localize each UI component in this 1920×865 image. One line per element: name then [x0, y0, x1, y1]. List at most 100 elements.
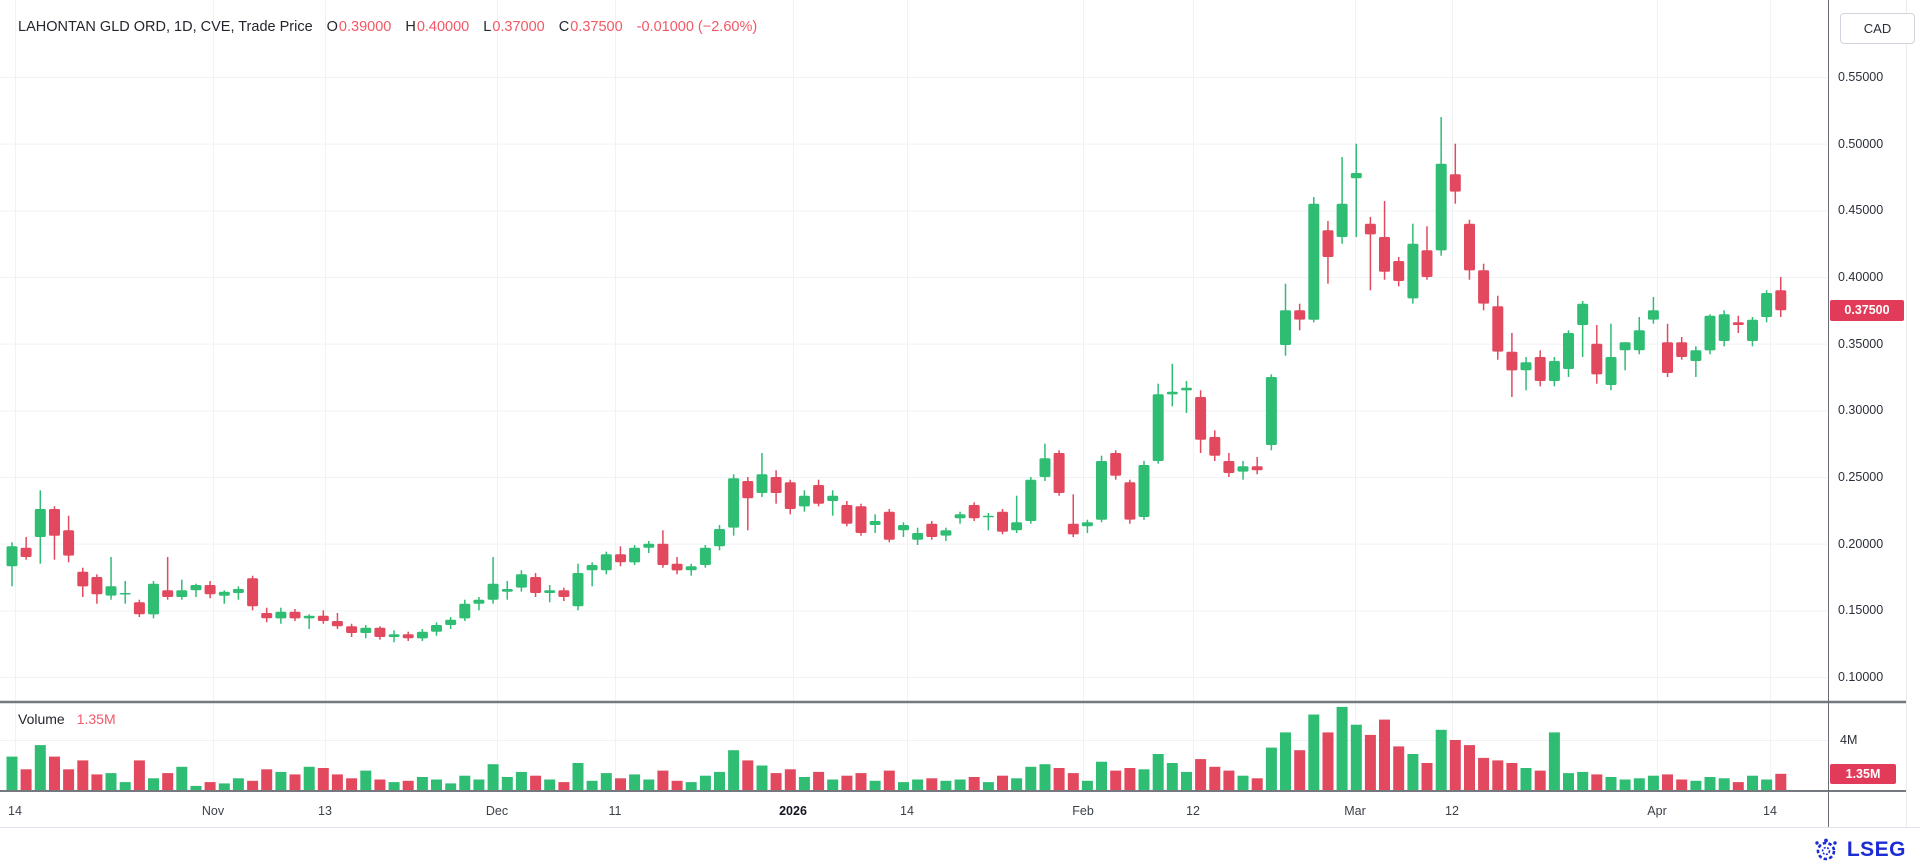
candle-body — [190, 585, 202, 591]
candle-body — [388, 634, 400, 637]
candle-body — [459, 603, 471, 619]
volume-bar — [1506, 763, 1518, 791]
volume-bar — [232, 778, 244, 792]
volume-bar — [530, 775, 542, 791]
volume-bar — [247, 780, 259, 791]
candle-body — [63, 530, 75, 556]
candle-body — [303, 615, 315, 619]
candle-body — [1308, 203, 1320, 320]
volume-bar — [1662, 774, 1673, 791]
candle-body — [1336, 203, 1348, 237]
candle-body — [883, 511, 895, 540]
volume-bar — [1718, 778, 1730, 792]
time-tick-label: Feb — [1072, 804, 1094, 818]
candle-body — [784, 482, 796, 509]
volume-bar — [1393, 746, 1405, 791]
candle-body — [119, 593, 131, 595]
time-tick-label: Dec — [485, 804, 509, 818]
volume-bar — [558, 782, 570, 791]
time-tick-label: 14 — [8, 804, 22, 818]
volume-bar — [49, 756, 60, 791]
volume-bar — [1294, 750, 1306, 791]
candle-body — [1280, 310, 1291, 345]
candle-body — [1577, 303, 1589, 325]
candle-body — [756, 474, 768, 493]
candle-body — [487, 583, 499, 600]
candle-body — [954, 514, 966, 519]
volume-bar — [997, 775, 1008, 791]
volume-bar — [657, 770, 669, 791]
volume-bar — [1633, 778, 1645, 792]
candle-body — [416, 631, 428, 639]
candle-body — [1039, 458, 1051, 477]
volume-bar — [1534, 770, 1546, 791]
volume-bar — [586, 780, 598, 791]
instrument-title: LAHONTAN GLD ORD, 1D, CVE, Trade Price — [18, 19, 313, 35]
candle-body — [841, 505, 853, 524]
volume-bar — [374, 779, 386, 791]
volume-bar — [317, 768, 329, 791]
candle-body — [1110, 453, 1122, 476]
candle-body — [1237, 466, 1249, 472]
candle-body — [218, 591, 230, 596]
candle-body — [699, 547, 711, 565]
time-tick-label: 12 — [1445, 804, 1459, 818]
volume-bar — [1039, 764, 1051, 791]
volume-bar — [1407, 754, 1419, 791]
volume-bar — [1492, 760, 1504, 791]
candle-body — [34, 509, 46, 537]
volume-bar — [1732, 782, 1744, 791]
candle-body — [1407, 243, 1419, 299]
time-tick-label: 13 — [318, 804, 332, 818]
candle-body — [148, 583, 159, 615]
volume-bar — [501, 777, 513, 791]
candle-body — [431, 625, 442, 632]
candle-body — [1209, 437, 1221, 456]
volume-bar — [388, 782, 400, 791]
volume-bar — [34, 745, 46, 791]
candle-body — [445, 619, 457, 625]
candle-body — [275, 611, 287, 619]
candle-body — [1011, 522, 1023, 531]
candle-body — [855, 506, 867, 533]
volume-bar — [1619, 779, 1631, 791]
candle-body — [770, 477, 782, 493]
candle-body — [1195, 397, 1207, 440]
candle-body — [982, 515, 994, 518]
candle-body — [1067, 523, 1079, 535]
price-tick-label: 0.10000 — [1838, 670, 1884, 684]
candle-body — [1548, 361, 1560, 381]
volume-bar — [699, 775, 711, 791]
volume-bar — [1138, 769, 1150, 791]
candle-body — [133, 602, 145, 615]
volume-bar — [1265, 747, 1277, 791]
time-tick-label: Apr — [1647, 804, 1667, 818]
candle-body — [643, 543, 655, 548]
volume-bar — [1223, 770, 1235, 791]
volume-bar — [1435, 729, 1447, 791]
volume-bar — [218, 783, 230, 791]
volume-bar — [600, 773, 612, 791]
volume-bar — [77, 760, 89, 791]
price-tick-label: 0.35000 — [1838, 336, 1884, 351]
candle-body — [1591, 343, 1603, 375]
volume-bar — [303, 766, 315, 791]
volume-bar — [1237, 775, 1249, 791]
candle-body — [91, 577, 103, 595]
candle-body — [1520, 362, 1532, 371]
volume-bar — [1379, 719, 1390, 791]
candle-body — [1322, 230, 1334, 257]
volume-bar — [346, 778, 358, 792]
candle-body — [20, 547, 32, 557]
volume-bar — [643, 779, 655, 791]
volume-bar — [1747, 775, 1758, 791]
volume-bar — [742, 760, 754, 791]
candle-body — [1124, 482, 1136, 520]
candle-body — [615, 554, 626, 563]
volume-bar — [1690, 780, 1702, 791]
candle-body — [1251, 466, 1263, 471]
volume-bar — [148, 778, 159, 792]
volume-current-value: 1.35M — [76, 711, 116, 727]
candle-body — [912, 533, 924, 540]
